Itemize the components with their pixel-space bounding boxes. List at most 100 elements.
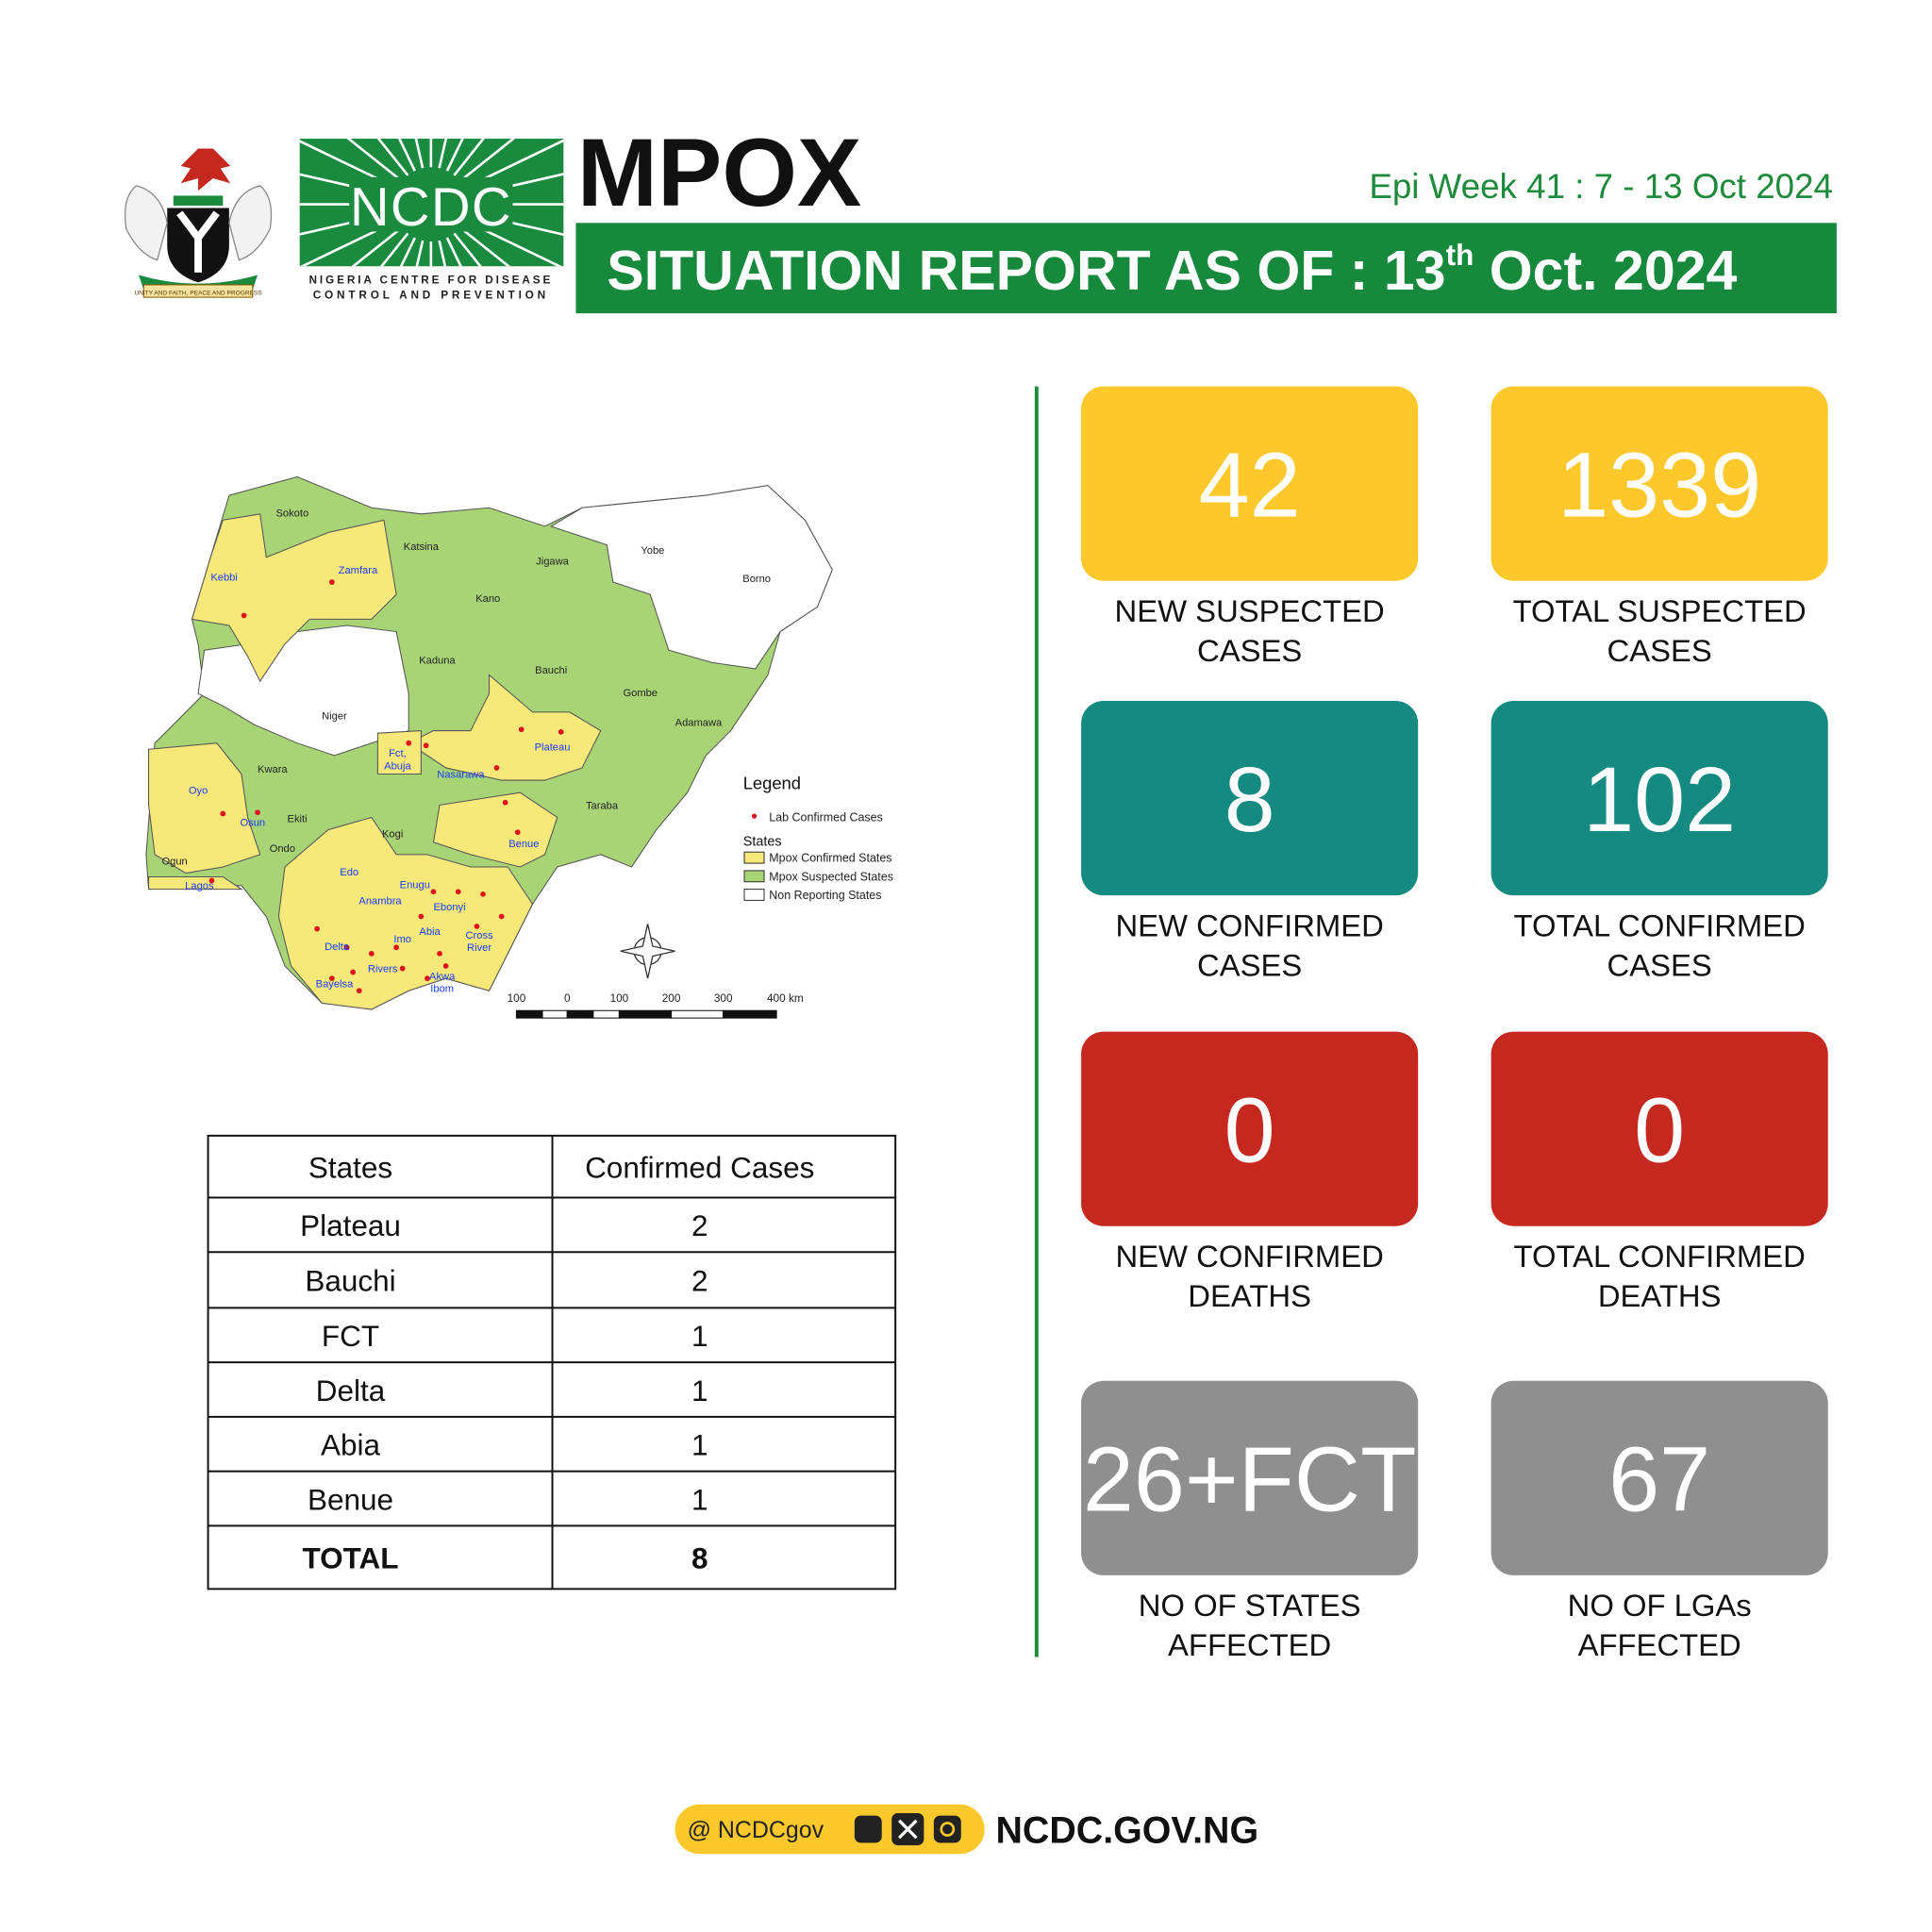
- legend-label: Lab Confirmed Cases: [769, 810, 883, 824]
- state-label: Osun: [240, 818, 265, 829]
- stat-label: CASES: [1197, 948, 1302, 983]
- table-cell: 2: [691, 1208, 708, 1242]
- instagram-icon: [933, 1815, 961, 1843]
- state-label: Abia: [419, 926, 441, 938]
- case-dot: [518, 726, 525, 733]
- table-cell: 8: [691, 1541, 708, 1575]
- motto: UNITY AND FAITH, PEACE AND PROGRESS: [134, 290, 262, 296]
- epi-week: Epi Week 41 : 7 - 13 Oct 2024: [1369, 167, 1833, 206]
- table-cell: Plateau: [300, 1208, 401, 1242]
- ray: [458, 139, 516, 183]
- map-confirmed: [408, 674, 602, 781]
- legend-label: Non Reporting States: [769, 889, 881, 902]
- report-date: SITUATION REPORT AS OF : 13th Oct. 2024: [607, 238, 1737, 302]
- state-label: Fct,: [389, 748, 407, 759]
- stat-label: NO OF LGAs: [1568, 1588, 1752, 1623]
- state-label: Enugu: [400, 879, 430, 891]
- ray: [397, 139, 416, 172]
- ray: [438, 139, 448, 169]
- stat-label: AFFECTED: [1168, 1627, 1331, 1662]
- ray: [453, 232, 482, 267]
- state-label: Kaduna: [419, 656, 456, 667]
- legend-swatch: [743, 851, 765, 864]
- state-label: Cross: [466, 930, 494, 941]
- case-dot: [343, 944, 350, 951]
- cases-table: States Confirmed Cases Plateau 2 Bauchi 2 FCT 1…: [207, 1134, 897, 1591]
- table-cell: 1: [691, 1374, 708, 1407]
- ray: [414, 139, 425, 169]
- ray: [438, 240, 447, 267]
- stat-label: DEATHS: [1598, 1278, 1722, 1313]
- wreath: [173, 195, 224, 206]
- stat-label: NO OF STATES: [1139, 1588, 1361, 1623]
- ray: [453, 139, 486, 176]
- ray: [346, 139, 403, 183]
- table-cell: States: [308, 1150, 392, 1184]
- case-dot: [437, 950, 442, 957]
- case-dot: [393, 944, 399, 951]
- logo-subtitle: NIGERIA CENTRE FOR DISEASE: [308, 274, 553, 287]
- scale-label: 400 km: [767, 991, 804, 1005]
- table-cell: Delta: [316, 1374, 386, 1407]
- state-label: Bayelsa: [316, 978, 354, 990]
- horse-right: [228, 185, 273, 261]
- motto-ribbon: [142, 284, 254, 298]
- state-label: Katsina: [404, 541, 440, 553]
- ray: [458, 226, 511, 267]
- state-label: Adamawa: [675, 717, 723, 728]
- case-dot: [493, 765, 500, 771]
- ray: [445, 139, 464, 172]
- stat-value: 0: [1224, 1078, 1275, 1181]
- stat-label: CASES: [1607, 633, 1712, 668]
- logo-name-box: [349, 176, 513, 232]
- case-dot: [423, 742, 429, 749]
- scale-label: 100: [610, 991, 629, 1005]
- table-cell: TOTAL: [302, 1541, 398, 1575]
- state-label: Bauchi: [535, 665, 567, 676]
- state-label: Ogun: [161, 856, 187, 867]
- map-confirmed: [191, 513, 397, 683]
- stat-label: TOTAL CONFIRMED: [1514, 1239, 1806, 1274]
- ray: [379, 232, 409, 267]
- case-dot: [474, 924, 480, 929]
- stat-label: CASES: [1197, 633, 1302, 668]
- map-confirmed: [148, 742, 261, 874]
- stat-card: [1081, 1380, 1419, 1575]
- table-cell: 2: [691, 1264, 708, 1298]
- state-label: Borno: [742, 574, 771, 585]
- facebook-icon: [854, 1815, 882, 1843]
- legend-title: Legend: [743, 773, 801, 792]
- stat-card: [1491, 386, 1828, 581]
- stat-value: 8: [1224, 748, 1275, 851]
- state-label: Akwa: [429, 971, 456, 982]
- case-dot: [418, 913, 425, 920]
- map-confirmed: [432, 791, 558, 868]
- state-label: Sokoto: [275, 508, 308, 519]
- shield-y: [176, 210, 220, 273]
- scale-label: 300: [714, 991, 733, 1005]
- map-confirmed: [148, 875, 243, 891]
- scale-segment: [541, 1009, 568, 1019]
- case-dot: [406, 740, 412, 746]
- scale-label: 0: [564, 991, 571, 1005]
- state-label: Nasarawa: [437, 769, 485, 780]
- ray: [399, 237, 416, 267]
- ray: [445, 237, 462, 267]
- case-dot: [241, 612, 247, 619]
- stat-label: CASES: [1607, 948, 1712, 983]
- state-label: Kebbi: [210, 573, 238, 584]
- state-label: Jigawa: [536, 557, 569, 568]
- report-banner: [575, 223, 1837, 314]
- case-dot: [368, 950, 375, 957]
- table-cell: Benue: [308, 1482, 393, 1516]
- stat-card: [1081, 701, 1419, 896]
- title: MPOX: [577, 118, 862, 226]
- coat-of-arms: UNITY AND FAITH, PEACE AND PROGRESS: [124, 148, 273, 298]
- scale-label: 200: [662, 991, 681, 1005]
- state-label: Kogi: [382, 828, 403, 840]
- stat-label: DEATHS: [1188, 1278, 1311, 1313]
- state-label: Delta: [325, 941, 350, 953]
- x-glyph: [897, 1819, 918, 1840]
